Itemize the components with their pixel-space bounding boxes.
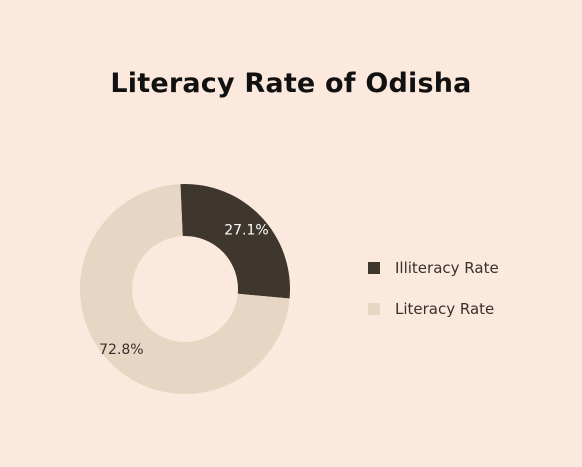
legend-item-literacy[interactable]: Literacy Rate: [368, 298, 499, 320]
donut-labels: 27.1% 72.8%: [99, 222, 269, 357]
slice-label-illiteracy: 27.1%: [224, 222, 268, 238]
legend-label-literacy: Literacy Rate: [395, 300, 495, 318]
legend-label-illiteracy: Illiteracy Rate: [395, 259, 499, 277]
donut-slices: [80, 184, 290, 394]
slice-literacy[interactable]: [80, 184, 290, 394]
legend-swatch-literacy: [368, 303, 380, 315]
legend-swatch-illiteracy: [368, 262, 380, 274]
slice-illiteracy[interactable]: [180, 184, 290, 299]
legend-item-illiteracy[interactable]: Illiteracy Rate: [368, 257, 499, 279]
slice-label-literacy: 72.8%: [99, 342, 143, 358]
chart-title: Literacy Rate of Odisha: [110, 68, 472, 99]
legend: Illiteracy Rate Literacy Rate: [368, 257, 499, 339]
